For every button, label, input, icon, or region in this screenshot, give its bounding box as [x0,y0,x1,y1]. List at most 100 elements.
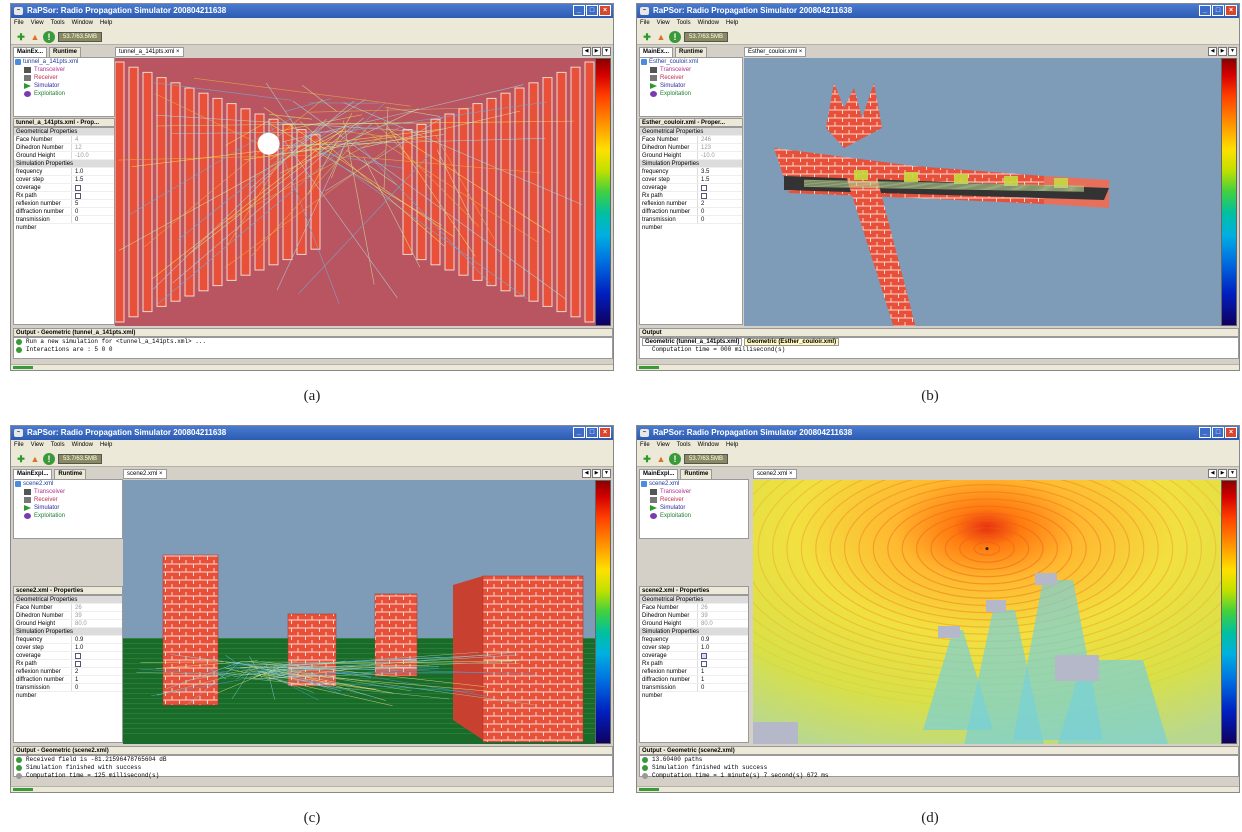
title-bar[interactable]: ~ RaPSor: Radio Propagation Simulator 20… [637,4,1239,18]
simulation-section[interactable]: Simulation Properties [640,160,742,168]
output-tab-tunnel[interactable]: Geometric (tunnel_a_141pts.xml) [642,338,743,346]
tree-item-exploitation[interactable]: Exploitation [640,512,748,520]
tree-item-receiver[interactable]: Receiver [640,74,742,82]
menu-window[interactable]: Window [697,442,719,448]
close-tab-icon[interactable]: × [789,471,793,477]
simulation-section[interactable]: Simulation Properties [14,160,114,168]
simulation-section[interactable]: Simulation Properties [14,628,122,636]
prop-diffraction-number[interactable]: diffraction number 0 [14,208,114,216]
minimize-button[interactable]: _ [573,5,585,16]
geometrical-section[interactable]: Geometrical Properties [640,128,742,136]
tree-item-exploitation[interactable]: Exploitation [14,512,122,520]
tree-item-receiver[interactable]: Receiver [14,74,114,82]
menu-help[interactable]: Help [725,20,739,26]
title-bar[interactable]: ~ RaPSor: Radio Propagation Simulator 20… [11,426,613,440]
output-tab-esther[interactable]: Geometric (Esther_couloir.xml) [744,338,840,346]
geometrical-section[interactable]: Geometrical Properties [14,596,122,604]
menu-window[interactable]: Window [697,20,719,26]
menu-tools[interactable]: Tools [50,20,65,26]
menu-view[interactable]: View [656,442,670,448]
tree-item-exploitation[interactable]: Exploitation [640,90,742,98]
menu-help[interactable]: Help [725,442,739,448]
tree-root-file[interactable]: tunnel_a_141pts.xml [14,58,114,66]
prop-rx-path[interactable]: Rx path [14,660,122,668]
menu-view[interactable]: View [30,20,44,26]
chart-icon[interactable]: ▲ [30,32,40,42]
prop-reflexion-number[interactable]: reflexion number 2 [14,668,122,676]
prop-frequency[interactable]: frequency 0.9 [14,636,122,644]
document-tab[interactable]: scene2.xml × [753,469,797,479]
nav-list-icon[interactable]: ▼ [1228,47,1237,56]
nav-list-icon[interactable]: ▼ [1228,469,1237,478]
tab-runtime[interactable]: Runtime [54,469,87,479]
menu-help[interactable]: Help [99,442,113,448]
rx-path-checkbox[interactable] [701,661,707,667]
3d-viewport[interactable] [115,58,595,326]
rx-path-checkbox[interactable] [75,661,81,667]
close-tab-icon[interactable]: × [176,49,180,55]
prop-frequency[interactable]: frequency 0.9 [640,636,748,644]
prop-rx-path[interactable]: Rx path [640,660,748,668]
title-bar[interactable]: ~ RaPSor: Radio Propagation Simulator 20… [637,426,1239,440]
simulation-section[interactable]: Simulation Properties [640,628,748,636]
memory-indicator[interactable]: 53.7/63.5MB [684,32,728,42]
add-icon[interactable]: ✚ [643,454,651,464]
prop-cover-step[interactable]: cover step 1.0 [640,644,748,652]
close-tab-icon[interactable]: × [798,49,803,55]
add-icon[interactable]: ✚ [17,454,25,464]
document-tab[interactable]: tunnel_a_141pts.xml × [115,47,184,57]
coverage-checkbox[interactable] [75,653,81,659]
menu-help[interactable]: Help [99,20,113,26]
run-icon[interactable]: ! [43,31,55,43]
chart-icon[interactable]: ▲ [30,454,40,464]
maximize-button[interactable]: □ [586,5,598,16]
prop-cover-step[interactable]: cover step 1.5 [640,176,742,184]
run-icon[interactable]: ! [669,31,681,43]
maximize-button[interactable]: □ [1212,5,1224,16]
rx-path-checkbox[interactable] [701,193,707,199]
minimize-button[interactable]: _ [1199,5,1211,16]
menu-file[interactable]: File [640,20,650,26]
prop-rx-path[interactable]: Rx path [14,192,114,200]
coverage-checkbox[interactable] [75,185,81,191]
rx-path-checkbox[interactable] [75,193,81,199]
menu-file[interactable]: File [14,20,24,26]
tree-item-simulator[interactable]: Simulator [14,82,114,90]
tree-item-simulator[interactable]: Simulator [14,504,122,512]
menu-view[interactable]: View [30,442,44,448]
prop-diffraction-number[interactable]: diffraction number 1 [14,676,122,684]
maximize-button[interactable]: □ [1212,427,1224,438]
3d-viewport[interactable] [753,480,1221,744]
close-tab-icon[interactable]: × [159,471,163,477]
document-tab[interactable]: scene2.xml × [123,469,167,479]
close-button[interactable]: × [1225,5,1237,16]
nav-left-icon[interactable]: ◀ [1208,47,1217,56]
coverage-checkbox[interactable] [701,185,707,191]
nav-right-icon[interactable]: ▶ [592,469,601,478]
prop-coverage[interactable]: coverage [640,184,742,192]
prop-frequency[interactable]: frequency 3.5 [640,168,742,176]
prop-diffraction-number[interactable]: diffraction number 1 [640,676,748,684]
prop-transmission-number[interactable]: transmission number 0 [640,684,748,699]
menu-tools[interactable]: Tools [676,20,691,26]
title-bar[interactable]: ~ RaPSor: Radio Propagation Simulator 20… [11,4,613,18]
tree-item-receiver[interactable]: Receiver [640,496,748,504]
minimize-button[interactable]: _ [1199,427,1211,438]
prop-reflexion-number[interactable]: reflexion number 1 [640,668,748,676]
document-tab[interactable]: Esther_couloir.xml × [744,47,807,57]
tree-item-receiver[interactable]: Receiver [14,496,122,504]
tab-runtime[interactable]: Runtime [675,47,708,57]
tree-item-simulator[interactable]: Simulator [640,504,748,512]
tree-root-file[interactable]: Esther_couloir.xml [640,58,742,66]
memory-indicator[interactable]: 53.7/63.5MB [58,32,102,42]
prop-reflexion-number[interactable]: reflexion number 5 [14,200,114,208]
run-icon[interactable]: ! [669,453,681,465]
prop-coverage[interactable]: coverage [640,652,748,660]
geometrical-section[interactable]: Geometrical Properties [14,128,114,136]
memory-indicator[interactable]: 53.7/63.5MB [684,454,728,464]
memory-indicator[interactable]: 53.7/63.5MB [58,454,102,464]
tab-runtime[interactable]: Runtime [49,47,82,57]
tree-root-file[interactable]: scene2.xml [640,480,748,488]
menu-file[interactable]: File [640,442,650,448]
close-button[interactable]: × [599,5,611,16]
